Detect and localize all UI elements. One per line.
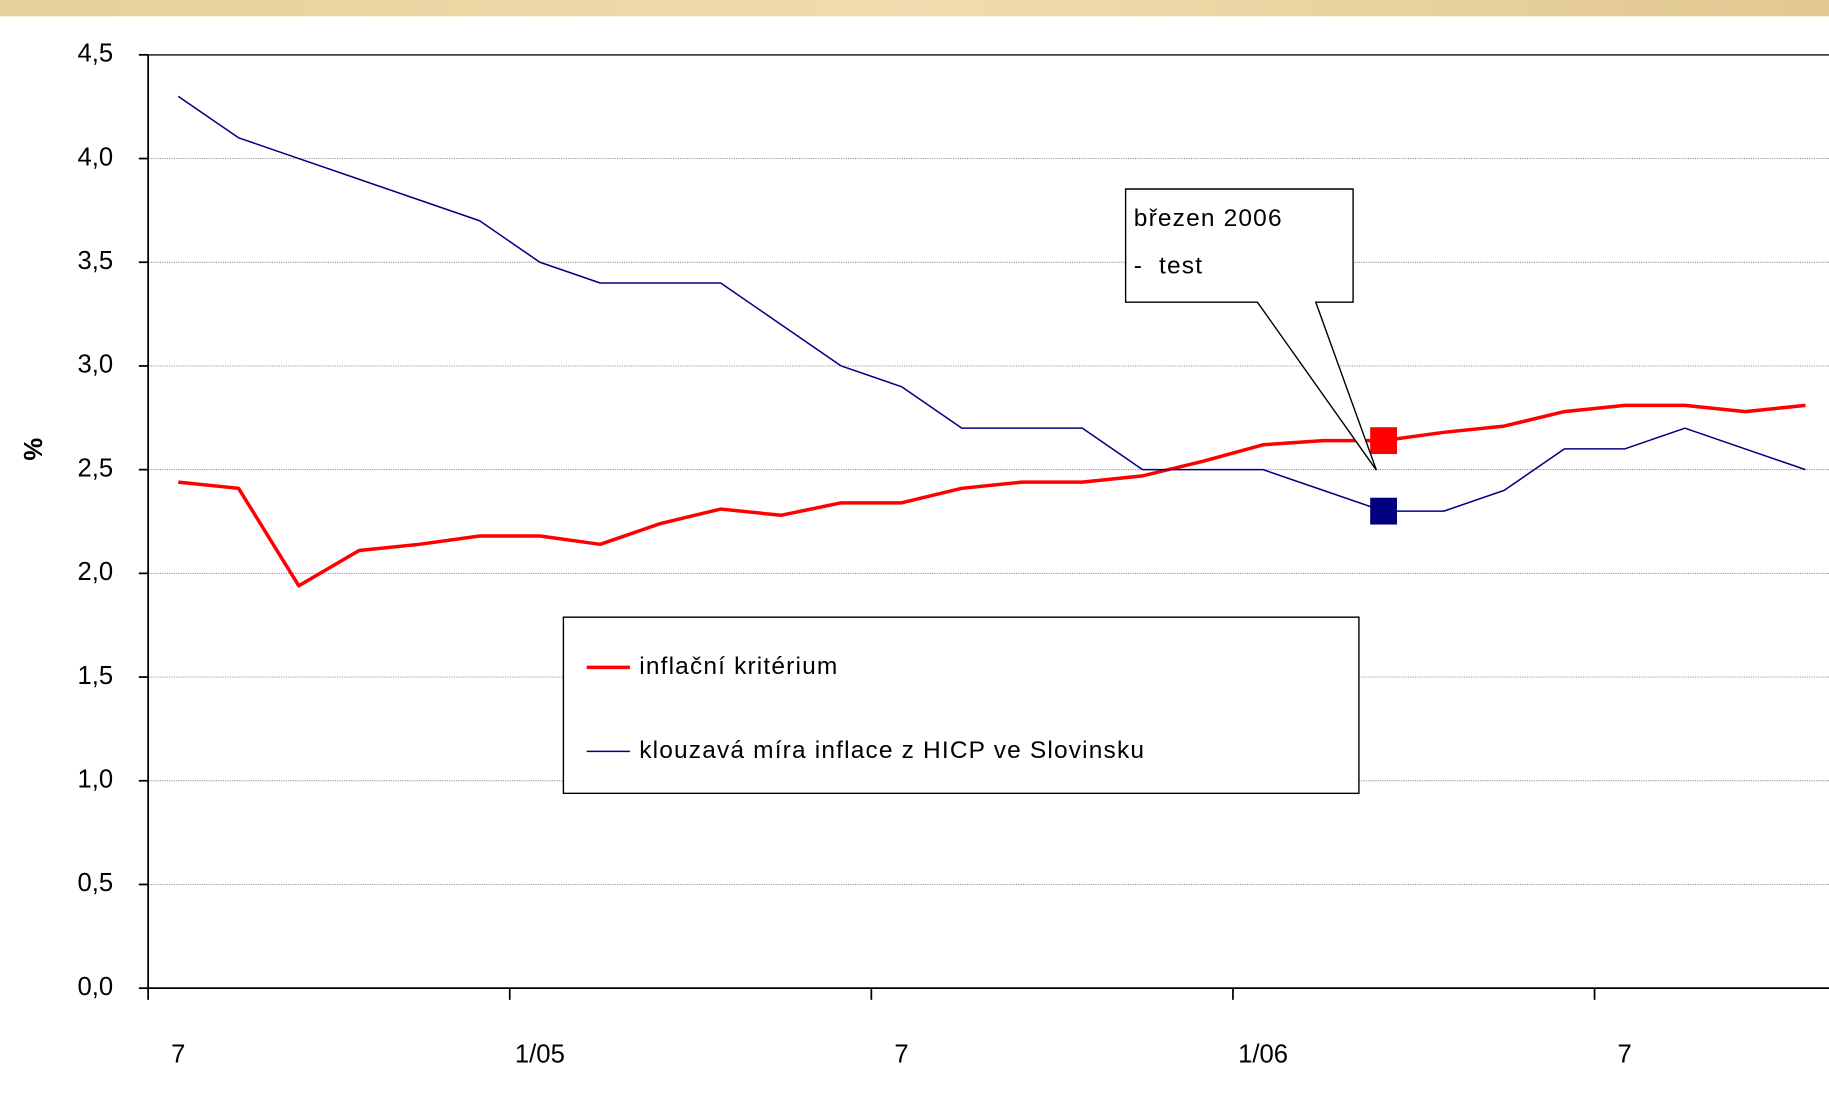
series-line — [178, 403, 1806, 588]
x-tick-label: 7 — [894, 1041, 908, 1069]
legend-label: klouzavá míra inflace z HICP ve Slovinsk… — [639, 737, 1145, 764]
y-tick-label: 0,5 — [77, 869, 113, 897]
header-strip — [0, 0, 1829, 17]
y-tick-label: 1,5 — [77, 662, 113, 690]
y-tick-label: 0,0 — [77, 973, 113, 1001]
legend-items: inflační kritérium klouzavá míra inflace … — [586, 653, 1145, 764]
series-group — [177, 95, 1806, 588]
y-tick-label: 2,0 — [77, 558, 113, 586]
y-tick-label: 3,0 — [77, 351, 113, 379]
highlight-marker — [1370, 427, 1398, 455]
callout-text: březen 2006 — [1134, 205, 1283, 232]
y-axis-label: % — [20, 438, 48, 461]
y-tick-label: 4,0 — [77, 143, 113, 171]
legend-label: inflační kritérium — [639, 653, 838, 680]
y-tick-label: 3,5 — [77, 247, 113, 275]
x-tick-label: 1/06 — [1238, 1041, 1288, 1069]
y-tick-label: 4,5 — [77, 40, 113, 68]
legend — [562, 616, 1360, 795]
y-tick-label: 1,0 — [77, 766, 113, 794]
y-tick-label: 2,5 — [77, 454, 113, 482]
x-tick-label: 7 — [171, 1041, 185, 1069]
series-line — [177, 95, 1806, 512]
x-tick-label: 1/05 — [515, 1041, 565, 1069]
callout-text: - test — [1134, 253, 1203, 280]
highlight-marker — [1370, 497, 1398, 525]
x-tick-label: 7 — [1618, 1041, 1632, 1069]
callout — [1124, 188, 1378, 471]
